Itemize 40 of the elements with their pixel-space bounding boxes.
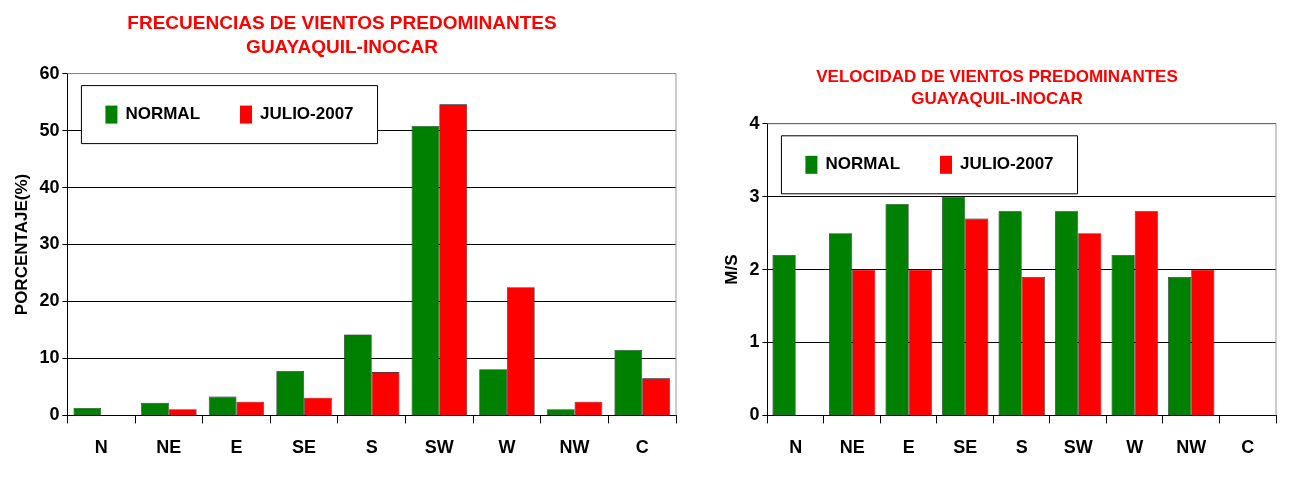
chart-title: FRECUENCIAS DE VIENTOS PREDOMINANTES xyxy=(127,11,557,33)
y-tick-label: 1 xyxy=(749,331,760,352)
x-tick-label: C xyxy=(635,437,649,458)
y-tick-label: 2 xyxy=(749,258,760,279)
x-tick-label: C xyxy=(1241,437,1255,458)
chart-subtitle: GUAYAQUIL-INOCAR xyxy=(911,89,1083,109)
legend-label: JULIO-2007 xyxy=(960,154,1054,174)
x-tick-label: E xyxy=(230,437,243,458)
x-tick-label: E xyxy=(902,437,915,458)
y-tick-label: 50 xyxy=(39,119,60,140)
y-axis-title: PORCENTAJE(%) xyxy=(11,173,31,316)
x-tick-label: N xyxy=(94,437,108,458)
x-tick-label: W xyxy=(1126,437,1144,458)
x-tick-label: NW xyxy=(559,437,590,458)
chart-subtitle: GUAYAQUIL-INOCAR xyxy=(246,36,439,58)
y-tick-label: 20 xyxy=(39,290,60,311)
x-tick-label: SE xyxy=(292,437,317,458)
x-tick-label: SE xyxy=(953,437,978,458)
x-tick-label: S xyxy=(1015,437,1028,458)
x-tick-label: SW xyxy=(424,437,454,458)
y-tick-label: 10 xyxy=(39,347,60,368)
x-tick-label: S xyxy=(365,437,378,458)
legend-label: NORMAL xyxy=(825,154,901,174)
x-tick-label: NE xyxy=(156,437,182,458)
y-tick-label: 0 xyxy=(49,404,60,425)
x-tick-label: NW xyxy=(1176,437,1207,458)
x-tick-label: N xyxy=(789,437,803,458)
y-tick-label: 60 xyxy=(39,62,60,83)
y-axis-title: M/S xyxy=(721,254,741,285)
legend-label: NORMAL xyxy=(125,104,201,124)
y-tick-label: 4 xyxy=(749,112,760,133)
x-tick-label: W xyxy=(498,437,516,458)
y-tick-label: 3 xyxy=(749,185,760,206)
x-tick-label: SW xyxy=(1063,437,1093,458)
chart-title: VELOCIDAD DE VIENTOS PREDOMINANTES xyxy=(816,66,1178,86)
y-tick-label: 0 xyxy=(749,404,760,425)
x-tick-label: NE xyxy=(839,437,865,458)
y-tick-label: 40 xyxy=(39,176,60,197)
legend-label: JULIO-2007 xyxy=(260,104,354,124)
y-tick-label: 30 xyxy=(39,233,60,254)
